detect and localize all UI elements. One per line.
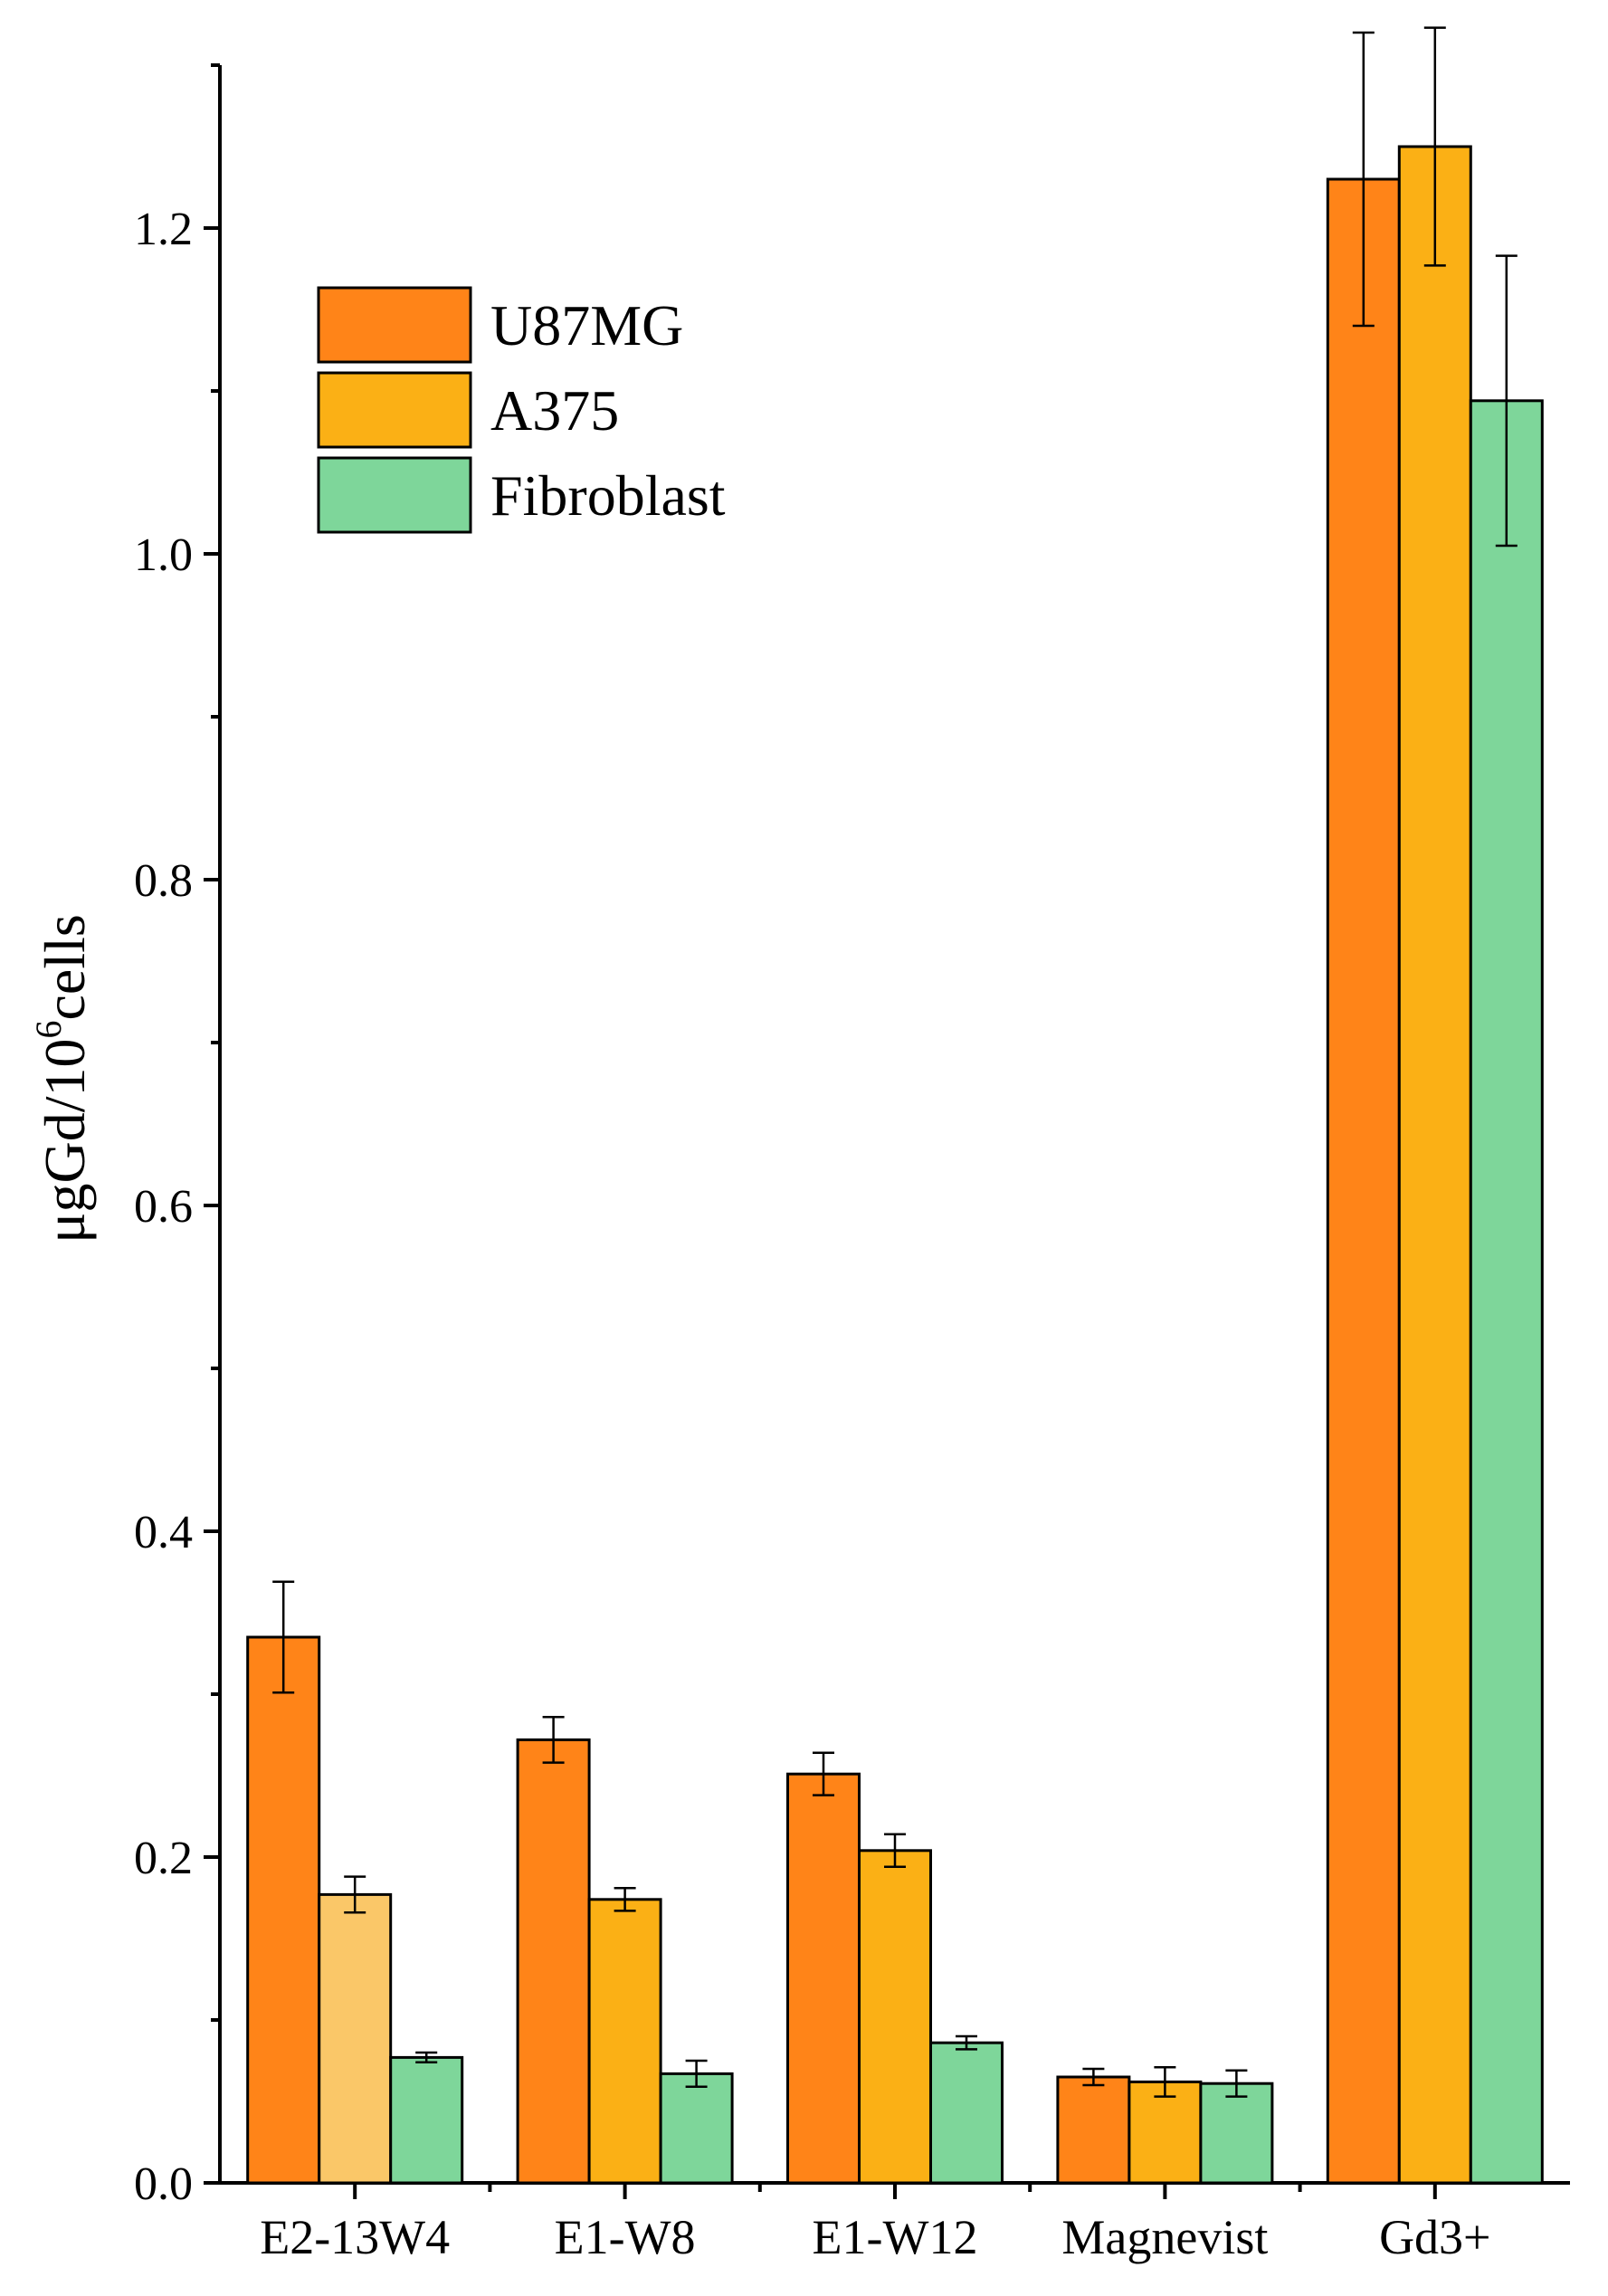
bar-fibroblast [1469, 399, 1544, 2185]
x-category-label: E1-W8 [555, 2210, 696, 2264]
y-tick-label: 0.4 [134, 1507, 193, 1558]
legend: U87MG A375 Fibroblast [317, 286, 726, 534]
y-axis-label-superscript: 6 [28, 1020, 69, 1038]
legend-label-fibroblast: Fibroblast [490, 463, 726, 528]
legend-label-u87mg: U87MG [490, 293, 683, 357]
bar-a375 [318, 1892, 393, 2185]
x-category-label: Gd3+ [1379, 2210, 1490, 2264]
bar-fibroblast [389, 2055, 464, 2185]
bar-a375 [858, 1849, 932, 2185]
y-tick-label: 1.0 [134, 529, 193, 581]
legend-swatch-u87mg [317, 286, 472, 364]
y-axis-label: μgGd/106cells [28, 914, 97, 1243]
bar-fibroblast [929, 2041, 1004, 2185]
legend-label-a375: A375 [490, 378, 619, 443]
bar-u87mg [516, 1738, 591, 2185]
bar-u87mg [1056, 2075, 1131, 2185]
x-category-label: Magnevist [1061, 2210, 1268, 2264]
legend-swatch-a375 [317, 371, 472, 449]
y-axis-label-base: μgGd/10 [33, 1038, 97, 1243]
y-axis-label-tail: cells [33, 914, 97, 1020]
labels-layer: 0.0 0.2 0.4 0.6 0.8 1.0 1.2 E2-13W4 E1-W8 E1-W12 M… [28, 204, 1491, 2264]
bar-u87mg [786, 1772, 861, 2185]
bar-a375 [1397, 145, 1472, 2185]
y-tick-label: 0.8 [134, 855, 193, 907]
bar-fibroblast [659, 2072, 734, 2185]
bar-u87mg [246, 1635, 321, 2185]
y-tick-label: 0.2 [134, 1833, 193, 1884]
bar-u87mg [1326, 177, 1401, 2185]
legend-swatch-fibroblast [317, 456, 472, 534]
y-tick-label: 1.2 [134, 204, 193, 255]
bars-layer [246, 145, 1544, 2185]
x-category-label: E2-13W4 [260, 2210, 450, 2264]
bar-a375 [587, 1898, 662, 2185]
y-tick-label: 0.6 [134, 1181, 193, 1233]
x-category-label: E1-W12 [813, 2210, 978, 2264]
error-bars-layer [272, 26, 1518, 2098]
bar-fibroblast [1199, 2082, 1274, 2185]
y-tick-label: 0.0 [134, 2158, 193, 2210]
